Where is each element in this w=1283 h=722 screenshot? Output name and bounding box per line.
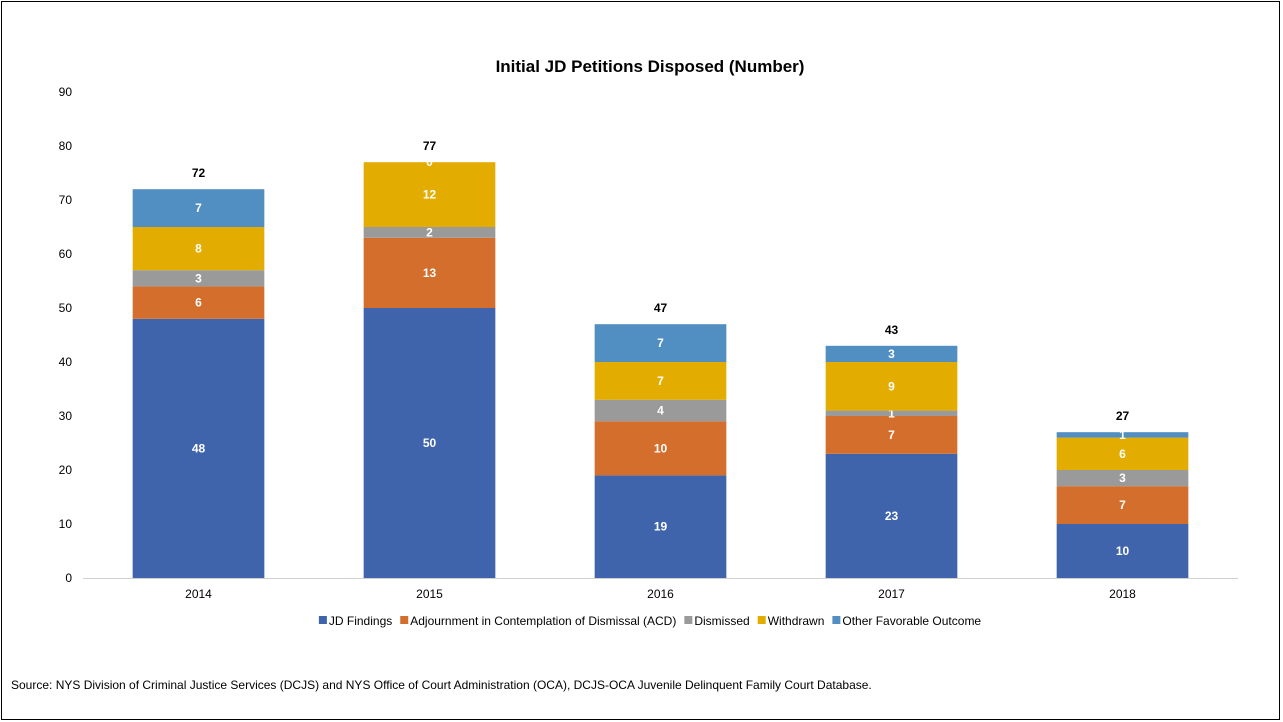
legend-item: JD Findings — [318, 614, 392, 628]
y-tick-label: 60 — [59, 247, 73, 261]
data-label: 3 — [1119, 471, 1126, 485]
bar-segment — [594, 362, 727, 400]
total-label: 43 — [885, 323, 899, 337]
legend-item: Dismissed — [684, 614, 750, 628]
bar-segment — [825, 410, 958, 416]
data-label: 12 — [423, 188, 437, 202]
legend: JD Findings Adjournment in Contemplation … — [318, 614, 981, 628]
data-label: 23 — [885, 509, 899, 523]
legend-swatch — [832, 616, 841, 624]
bar-segment — [594, 399, 727, 422]
bars: 4863877250132120771910477472371934310736… — [132, 139, 1189, 578]
data-label: 10 — [654, 441, 668, 455]
bar-segment — [825, 416, 958, 454]
data-label: 2 — [426, 225, 433, 239]
y-tick-label: 90 — [59, 85, 73, 99]
data-label: 7 — [1119, 498, 1126, 512]
x-axis: 2014 2015 2016 2017 2018 — [83, 578, 1238, 601]
bar-segment — [132, 227, 265, 271]
data-label: 9 — [888, 379, 895, 393]
x-tick-label: 2017 — [878, 587, 905, 601]
source-note: Source: NYS Division of Criminal Justice… — [11, 678, 872, 692]
bar-segment — [825, 362, 958, 411]
legend-label: Other Favorable Outcome — [842, 614, 981, 628]
data-label: 48 — [192, 441, 206, 455]
legend-swatch — [400, 616, 409, 624]
bar-segment — [1056, 486, 1189, 524]
bar-segment — [363, 162, 496, 227]
legend-swatch — [757, 616, 766, 624]
y-axis: 0 10 20 30 40 50 60 70 80 90 — [59, 85, 73, 585]
data-label: 10 — [1116, 544, 1130, 558]
data-label: 13 — [423, 266, 437, 280]
y-tick-label: 50 — [59, 301, 73, 315]
x-tick-label: 2015 — [416, 587, 443, 601]
x-tick-label: 2016 — [647, 587, 674, 601]
bar-segment — [594, 324, 727, 362]
y-tick-label: 40 — [59, 355, 73, 369]
data-label: 7 — [657, 336, 664, 350]
bar-segment — [594, 421, 727, 476]
y-tick-label: 70 — [59, 193, 73, 207]
bar-segment — [363, 227, 496, 238]
bar-segment — [132, 189, 265, 227]
y-tick-label: 0 — [65, 571, 72, 585]
data-label: 3 — [888, 347, 895, 361]
bar-segment — [1056, 437, 1189, 470]
legend-label: Dismissed — [694, 614, 749, 628]
y-tick-label: 10 — [59, 517, 73, 531]
legend-label: Withdrawn — [768, 614, 825, 628]
bar-segment — [363, 308, 496, 578]
data-label: 19 — [654, 520, 668, 534]
bar-stack-2018: 10 7 3 6 1 27 — [1056, 409, 1189, 578]
data-label: 6 — [1119, 447, 1126, 461]
data-label: 0 — [426, 155, 433, 169]
y-tick-label: 20 — [59, 463, 73, 477]
legend-swatch — [684, 616, 693, 624]
data-label: 1 — [888, 406, 895, 420]
data-label: 3 — [195, 271, 202, 285]
total-label: 47 — [654, 301, 668, 315]
data-label: 7 — [657, 374, 664, 388]
data-label: 6 — [195, 296, 202, 310]
legend-label: JD Findings — [329, 614, 392, 628]
y-tick-label: 80 — [59, 139, 73, 153]
legend-item: Adjournment in Contemplation of Dismissa… — [400, 614, 676, 628]
data-label: 7 — [195, 201, 202, 215]
bar-segment — [132, 270, 265, 287]
total-label: 77 — [423, 139, 437, 153]
legend-label: Adjournment in Contemplation of Dismissa… — [410, 614, 676, 628]
bar-segment — [1056, 470, 1189, 487]
total-label: 27 — [1116, 409, 1130, 423]
data-label: 7 — [888, 428, 895, 442]
bar-segment — [1056, 524, 1189, 578]
legend-item: Withdrawn — [757, 614, 825, 628]
x-tick-label: 2014 — [185, 587, 212, 601]
y-tick-label: 30 — [59, 409, 73, 423]
data-label: 50 — [423, 436, 437, 450]
total-label: 72 — [192, 166, 206, 180]
x-tick-label: 2018 — [1109, 587, 1136, 601]
legend-swatch — [318, 616, 327, 624]
bar-stack-2017: 23 7 1 9 3 43 — [825, 323, 958, 578]
bar-segment — [132, 286, 265, 319]
legend-item: Other Favorable Outcome — [832, 614, 981, 628]
data-label: 4 — [657, 404, 664, 418]
chart-title: Initial JD Petitions Disposed (Number) — [496, 57, 805, 76]
data-label: 8 — [195, 242, 202, 256]
bar-segment — [594, 475, 727, 578]
bar-segment — [363, 237, 496, 308]
data-label: 1 — [1119, 428, 1126, 442]
bar-segment — [1056, 432, 1189, 438]
bar-stack-2015: 50 13 2 12 0 77 — [363, 139, 496, 578]
bar-segment — [132, 318, 265, 578]
bar-stack-2014: 48 6 3 8 7 72 — [132, 166, 265, 578]
bar-segment — [825, 345, 958, 362]
bar-segment — [825, 453, 958, 578]
